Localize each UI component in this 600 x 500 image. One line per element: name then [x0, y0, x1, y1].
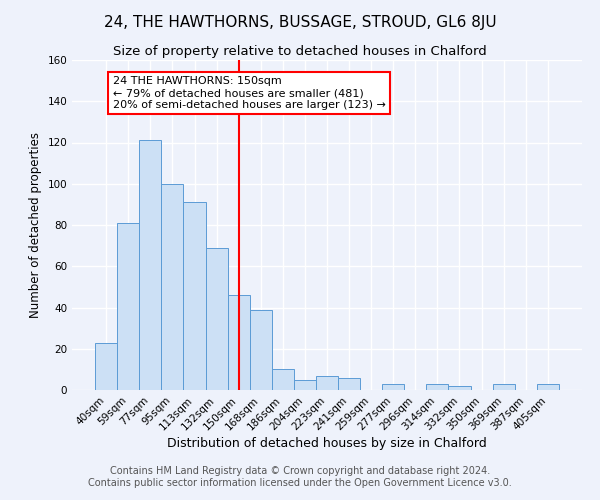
X-axis label: Distribution of detached houses by size in Chalford: Distribution of detached houses by size …	[167, 438, 487, 450]
Bar	[227, 295, 250, 390]
Bar	[117, 223, 139, 390]
Bar	[382, 384, 404, 390]
Text: 24, THE HAWTHORNS, BUSSAGE, STROUD, GL6 8JU: 24, THE HAWTHORNS, BUSSAGE, STROUD, GL6 …	[104, 15, 496, 30]
Bar	[493, 384, 515, 390]
Bar	[184, 202, 206, 390]
Bar	[294, 380, 316, 390]
Text: 24 THE HAWTHORNS: 150sqm
← 79% of detached houses are smaller (481)
20% of semi-: 24 THE HAWTHORNS: 150sqm ← 79% of detach…	[113, 76, 386, 110]
Bar	[338, 378, 360, 390]
Bar	[139, 140, 161, 390]
Bar	[316, 376, 338, 390]
Bar	[206, 248, 227, 390]
Bar	[427, 384, 448, 390]
Y-axis label: Number of detached properties: Number of detached properties	[29, 132, 42, 318]
Bar	[448, 386, 470, 390]
Text: Size of property relative to detached houses in Chalford: Size of property relative to detached ho…	[113, 45, 487, 58]
Bar	[537, 384, 559, 390]
Bar	[250, 310, 272, 390]
Bar	[95, 342, 117, 390]
Bar	[272, 370, 294, 390]
Bar	[161, 184, 184, 390]
Text: Contains HM Land Registry data © Crown copyright and database right 2024.
Contai: Contains HM Land Registry data © Crown c…	[88, 466, 512, 487]
